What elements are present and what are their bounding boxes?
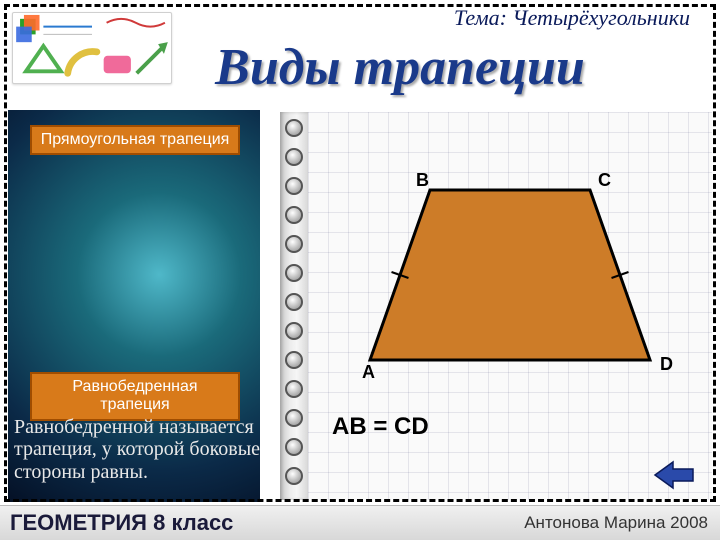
definition-text: Равнобедренной называется трапеция, у ко… xyxy=(14,416,264,483)
vertex-label-c: C xyxy=(598,170,611,191)
vertex-label-d: D xyxy=(660,354,673,375)
trapezoid-figure: A B C D xyxy=(330,160,690,390)
footer-left: ГЕОМЕТРИЯ 8 класс xyxy=(10,510,233,536)
vertex-label-b: B xyxy=(416,170,429,191)
topic-label: Тема: Четырёхугольники xyxy=(454,5,690,31)
footer: ГЕОМЕТРИЯ 8 класс Антонова Марина 2008 xyxy=(0,505,720,540)
vertex-label-a: A xyxy=(362,362,375,383)
isosceles-trapezoid-button[interactable]: Равнобедренная трапеция xyxy=(30,372,240,421)
slide: Тема: Четырёхугольники Виды трапеции Пря… xyxy=(0,0,720,540)
equation-text: AB = CD xyxy=(332,413,429,441)
page-title: Виды трапеции xyxy=(0,38,720,97)
prev-arrow-button[interactable] xyxy=(653,460,695,490)
notebook-binding xyxy=(280,112,308,500)
rectangular-trapezoid-button[interactable]: Прямоугольная трапеция xyxy=(30,125,240,155)
footer-right: Антонова Марина 2008 xyxy=(524,513,708,533)
